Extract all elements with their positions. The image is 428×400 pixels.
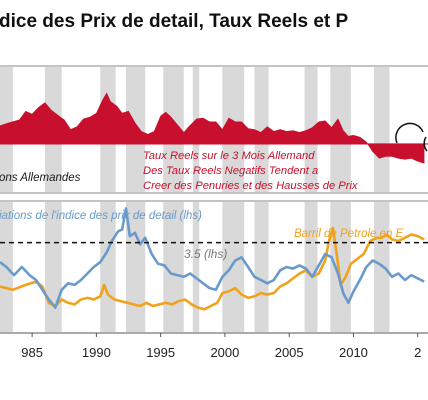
oil-barrel-line xyxy=(0,226,425,311)
series-label-retail-prices: iations de l'indice des prix de detail (… xyxy=(0,210,202,222)
series-label-oil-barrel: Barril de Petrole en E xyxy=(294,228,404,240)
bottom-recession-band-5 xyxy=(192,202,200,332)
annotation-left-label: ons Allemandes xyxy=(0,172,81,184)
bottom-recession-band-8 xyxy=(304,202,318,332)
top-recession-band-10 xyxy=(374,67,390,192)
annotation-taux-reels-line3: Creer des Penuries et des Hausses de Pri… xyxy=(143,180,358,192)
bottom-recession-band-9 xyxy=(330,202,351,332)
x-tick-label-2: 1995 xyxy=(146,345,175,360)
bottom-recession-band-4 xyxy=(163,202,184,332)
bottom-recession-bands xyxy=(0,202,390,332)
x-tick-label-1: 1990 xyxy=(82,345,111,360)
x-tick-label-5: 2010 xyxy=(339,345,368,360)
annotation-taux-reels-line2: Des Taux Reels Negatifs Tendent a xyxy=(143,165,318,177)
top-area-layer xyxy=(0,92,428,164)
bottom-recession-band-2 xyxy=(100,202,116,332)
annotation-taux-reels-line1: Taux Reels sur le 3 Mois Allemand xyxy=(143,150,315,162)
x-axis-ticks: 985 1990 1995 2000 2005 2010 2 xyxy=(21,333,421,360)
bottom-recession-band-7 xyxy=(254,202,269,332)
x-tick-label-4: 2005 xyxy=(275,345,304,360)
retail-price-inflation-line xyxy=(0,207,425,309)
x-tick-label-6: 2 xyxy=(414,345,421,360)
chart-title: dice des Prix de detail, Taux Reels et P xyxy=(0,11,349,32)
x-tick-label-0: 985 xyxy=(21,345,43,360)
bottom-lines-layer xyxy=(0,207,425,311)
highlight-arc-left xyxy=(395,122,424,144)
real-rates-area xyxy=(0,92,425,164)
top-recession-band-7 xyxy=(254,67,269,192)
threshold-label: 3.5 (lhs) xyxy=(184,247,227,261)
highlight-arc-right xyxy=(423,136,428,152)
x-tick-label-3: 2000 xyxy=(210,345,239,360)
bottom-recession-band-6 xyxy=(222,202,245,332)
